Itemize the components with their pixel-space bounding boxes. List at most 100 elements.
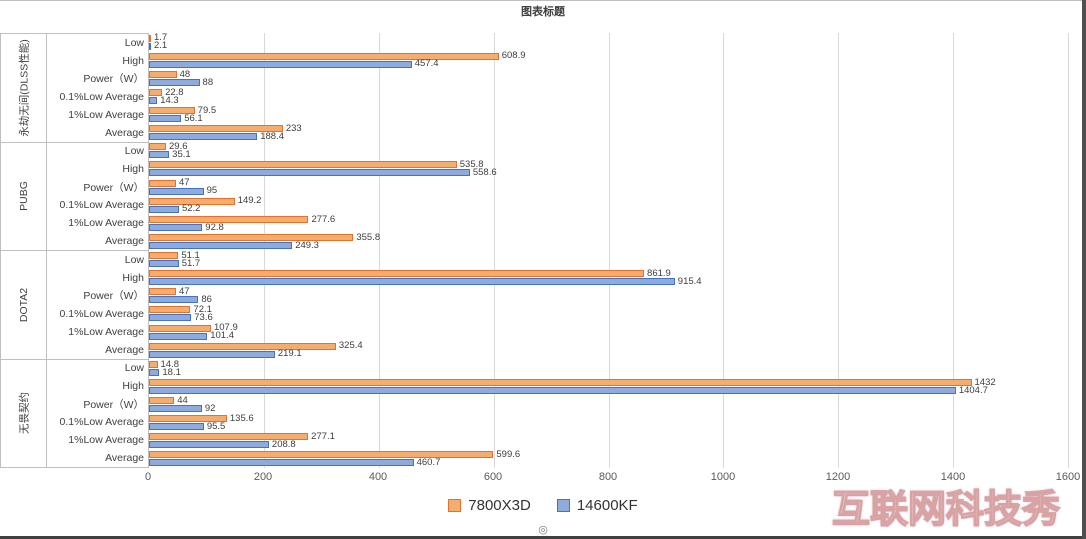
gridline	[953, 33, 955, 468]
group-label-text: PUBG	[17, 181, 30, 212]
gridline	[608, 33, 610, 468]
bar-wrapper: 325.4	[149, 341, 1068, 350]
bar-value-label: 355.8	[356, 231, 381, 243]
bar-14600kf	[149, 151, 170, 159]
bar-wrapper: 52.2	[149, 204, 1068, 213]
bar-wrapper: 95.5	[149, 422, 1068, 431]
bar-7800x3d	[149, 70, 177, 78]
gridlines	[149, 33, 1069, 468]
bar-7800x3d	[149, 215, 309, 223]
bar-value-label: 95	[206, 185, 218, 197]
bar-value-label: 249.3	[295, 239, 319, 251]
bar-row: 1432 1404.7	[149, 377, 1068, 395]
metric-label: Average	[105, 126, 144, 139]
bar-14600kf	[149, 223, 203, 231]
bar-14600kf	[149, 205, 179, 213]
legend-swatch-orange	[448, 499, 462, 512]
gridline	[838, 33, 840, 468]
bar-row: 47 86	[149, 287, 1068, 305]
metric-label: Low	[124, 145, 144, 158]
x-tick-label: 600	[483, 471, 503, 483]
bar-7800x3d	[149, 270, 645, 278]
bar-value-label: 56.1	[184, 112, 203, 124]
bar-value-label: 915.4	[677, 275, 702, 287]
bar-value-label: 92	[204, 402, 216, 414]
bar-wrapper: 2.1	[149, 41, 1068, 50]
metric-label: Average	[105, 452, 144, 465]
window-right-edge	[1082, 0, 1086, 539]
bar-wrapper: 47	[149, 178, 1068, 187]
bar-value-label: 1432	[974, 376, 996, 388]
group-label: 永劫无间(DLSS性能)	[1, 34, 47, 142]
gridline	[378, 33, 380, 468]
bar-value-label: 72.1	[193, 304, 212, 316]
bar-14600kf	[149, 278, 675, 286]
bar-7800x3d	[149, 34, 151, 42]
bar-value-label: 44	[177, 394, 188, 406]
bar-row: 79.5 56.1	[149, 106, 1068, 124]
bar-wrapper: 249.3	[149, 239, 1068, 251]
bar-wrapper: 101.4	[149, 331, 1068, 340]
bar-value-label: 608.9	[501, 50, 526, 62]
bar-14600kf	[149, 187, 204, 195]
bar-7800x3d	[149, 433, 309, 441]
bar-wrapper: 1.7	[149, 32, 1068, 44]
bar-value-label: 188.4	[260, 130, 284, 142]
metric-label: Low	[124, 36, 144, 49]
bar-wrapper: 1404.7	[149, 386, 1068, 395]
metric-label: 0.1%Low Average	[59, 416, 144, 429]
bar-value-label: 460.7	[416, 457, 441, 469]
bar-value-label: 107.9	[213, 322, 238, 334]
bar-wrapper: 51.7	[149, 259, 1068, 268]
bar-14600kf	[149, 260, 179, 268]
metric-label: Average	[105, 235, 144, 248]
metric-label: High	[122, 54, 144, 67]
bar-value-label: 208.8	[271, 439, 296, 451]
metric-labels: Low High Power（W） 0.1%Low Average 1%Low Aver…	[47, 360, 148, 468]
metric-label: High	[122, 163, 144, 176]
bar-wrapper: 233	[149, 122, 1068, 134]
bar-value-label: 14.8	[160, 358, 180, 370]
bar-7800x3d	[149, 324, 211, 332]
metric-label: 1%Low Average	[68, 108, 144, 121]
x-tick-label: 1400	[940, 471, 966, 483]
bar-14600kf	[149, 241, 293, 249]
x-tick-label: 1000	[710, 471, 736, 483]
legend-item-14600kf: 14600KF	[556, 497, 638, 514]
legend-label-7800x3d: 7800X3D	[468, 497, 531, 514]
bar-wrapper: 149.2	[149, 196, 1068, 205]
bar-wrapper: 535.8	[149, 160, 1068, 169]
bar-value-label: 47	[178, 286, 190, 298]
bar-row: 107.9 101.4	[149, 323, 1068, 341]
bar-14600kf	[149, 386, 956, 394]
bar-value-label: 1.7	[154, 32, 168, 44]
metric-label: 0.1%Low Average	[59, 307, 144, 320]
bar-7800x3d	[149, 451, 494, 459]
bar-value-label: 79.5	[197, 104, 217, 116]
bar-14600kf	[149, 423, 204, 431]
metric-labels: Low High Power（W） 0.1%Low Average 1%Low Aver…	[47, 34, 148, 142]
x-tick-label: 0	[144, 471, 152, 483]
metric-label: 1%Low Average	[68, 434, 144, 447]
bar-wrapper: 18.1	[149, 366, 1068, 378]
bar-wrapper: 92.8	[149, 223, 1068, 232]
bar-value-label: 29.6	[169, 141, 188, 153]
bar-7800x3d	[149, 88, 163, 96]
bar-row: 135.6 95.5	[149, 414, 1068, 432]
bar-wrapper: 460.7	[149, 457, 1068, 469]
bar-row: 535.8 558.6	[149, 160, 1068, 178]
legend: 7800X3D 14600KF	[0, 497, 1086, 514]
bar-wrapper: 558.6	[149, 168, 1068, 177]
bar-value-label: 219.1	[277, 348, 302, 360]
bar-value-label: 18.1	[162, 366, 181, 378]
bar-row: 861.9 915.4	[149, 269, 1068, 287]
bar-wrapper: 14.8	[149, 358, 1068, 370]
scroll-indicator-icon: ◎	[538, 524, 548, 536]
bar-14600kf	[149, 60, 412, 68]
bar-wrapper: 73.6	[149, 313, 1068, 322]
bar-14600kf	[149, 96, 158, 104]
bar-wrapper: 22.8	[149, 88, 1068, 97]
bar-value-label: 233	[285, 122, 302, 134]
bar-row: 29.6 35.1	[149, 142, 1068, 160]
bar-7800x3d	[149, 415, 227, 423]
